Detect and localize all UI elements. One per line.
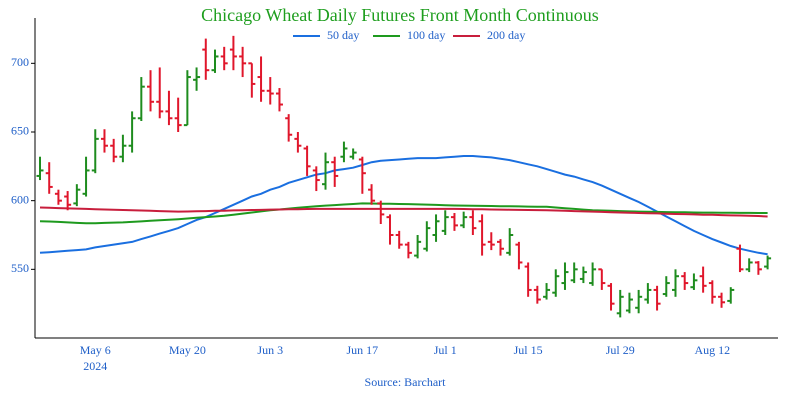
x-tick-label: Jun 3	[257, 343, 283, 357]
legend-label: 50 day	[327, 28, 359, 42]
x-tick-label: Jun 17	[347, 343, 379, 357]
x-tick-label: Jul 15	[514, 343, 543, 357]
legend-label: 200 day	[487, 28, 525, 42]
ma-line	[39, 206, 768, 218]
x-year-label: 2024	[83, 359, 107, 373]
x-tick-label: Jul 29	[606, 343, 635, 357]
x-tick-label: Aug 12	[694, 343, 730, 357]
y-tick-label: 700	[11, 55, 29, 69]
ma-line	[39, 202, 768, 225]
x-tick-label: May 6	[80, 343, 111, 357]
chart-title: Chicago Wheat Daily Futures Front Month …	[201, 5, 599, 25]
source: Source: Barchart	[365, 375, 447, 389]
y-tick-label: 650	[11, 124, 29, 138]
x-tick-label: Jul 1	[434, 343, 457, 357]
ma-line	[39, 155, 768, 256]
legend-label: 100 day	[407, 28, 445, 42]
y-tick-label: 600	[11, 192, 29, 206]
x-tick-label: May 20	[169, 343, 206, 357]
y-tick-label: 550	[11, 261, 29, 275]
